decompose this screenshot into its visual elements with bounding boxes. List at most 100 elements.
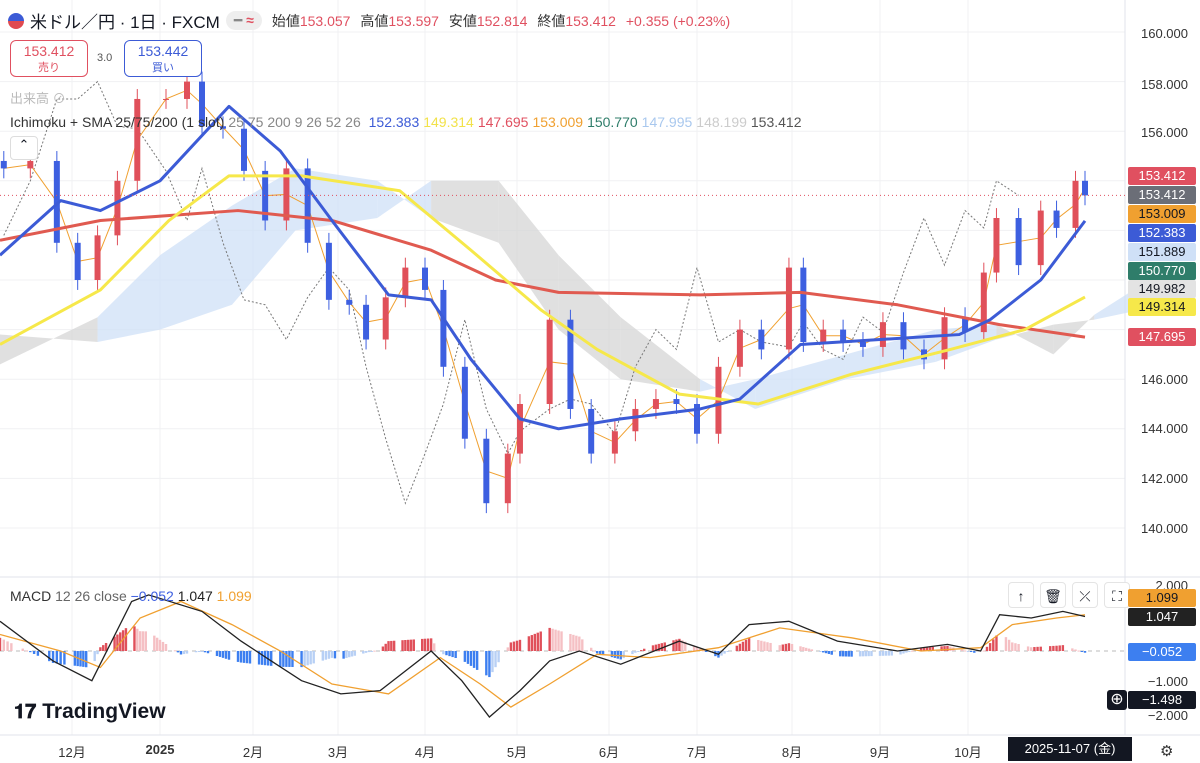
macd-histogram-bar (763, 641, 766, 651)
macd-histogram-bar (692, 646, 696, 651)
price-tag: 149.314 (1128, 298, 1196, 316)
time-axis-label: 2025 (145, 742, 175, 757)
macd-histogram-bar (766, 642, 769, 651)
price-tag: 153.009 (1128, 205, 1196, 223)
add-plus-icon[interactable]: ⊕ (1107, 690, 1127, 710)
macd-legend[interactable]: MACD 12 26 close −0.052 1.047 1.099 (10, 588, 252, 604)
time-axis-label: 5月 (506, 745, 528, 760)
time-axis-label: 4月 (414, 745, 436, 760)
macd-histogram-bar (878, 651, 882, 656)
symbol-title[interactable]: 米ドル／円 · 1日 · FXCM (30, 13, 220, 32)
macd-histogram-bar (569, 633, 572, 651)
macd-axis-label: −1.000 (1147, 674, 1188, 689)
macd-histogram-bar (847, 651, 850, 657)
macd-histogram-bar (527, 636, 531, 651)
macd-histogram-bar (533, 633, 537, 651)
candle (199, 81, 205, 127)
macd-histogram-bar (1083, 651, 1087, 653)
time-axis-label: 7月 (686, 745, 708, 760)
macd-histogram-bar (757, 640, 760, 651)
candle (758, 329, 765, 350)
legend-value: 149.314 (423, 114, 474, 130)
settings-gear-icon[interactable]: ⚙ (1160, 743, 1174, 760)
macd-histogram-bar (518, 639, 522, 651)
macd-histogram-bar (200, 651, 204, 652)
candle (900, 322, 907, 350)
macd-histogram-bar (675, 639, 678, 651)
market-status-pill[interactable]: ━ ≈ (225, 11, 262, 30)
macd-histogram-bar (55, 651, 59, 664)
macd-histogram-bar (350, 651, 354, 657)
macd-histogram-bar (327, 651, 331, 659)
eye-hidden-icon[interactable]: ⊘ (52, 91, 66, 106)
candle (325, 242, 332, 300)
ichimoku-cloud-segment (431, 180, 499, 243)
macd-histogram-bar (104, 642, 108, 651)
macd-histogram-bar (985, 646, 989, 651)
macd-histogram-bar (925, 647, 929, 651)
candle (859, 342, 866, 347)
ichimoku-cloud-segment (558, 255, 621, 380)
macd-histogram-bar (735, 645, 739, 651)
macd-histogram-bar (215, 651, 219, 657)
macd-histogram-bar (769, 642, 772, 651)
macd-histogram-bar (982, 650, 986, 652)
legend-value: 150.770 (587, 114, 638, 130)
macd-histogram-bar (116, 634, 119, 651)
macd-histogram-bar (245, 651, 249, 664)
macd-histogram-bar (420, 638, 424, 651)
macd-histogram-bar (654, 644, 658, 651)
ichimoku-cloud-segment (620, 317, 701, 392)
ichimoku-cloud-segment (232, 168, 296, 305)
price-axis-label: 156.000 (1141, 125, 1188, 140)
macd-histogram-bar (1077, 650, 1080, 652)
macd-histogram-bar (881, 651, 885, 656)
macd-histogram-bar (136, 628, 139, 651)
volume-legend[interactable]: 出来高 ⊘ (10, 91, 66, 106)
macd-histogram-bar (248, 651, 252, 664)
indicator-legend[interactable]: Ichimoku + SMA 25/75/200 (1 slot) 25 75 2… (10, 114, 802, 130)
price-tag: 149.982 (1128, 280, 1196, 298)
macd-histogram-bar (306, 651, 309, 666)
time-axis-label: 2月 (242, 745, 264, 760)
ichimoku-cloud-segment (0, 317, 98, 365)
macd-histogram-bar (747, 637, 751, 651)
macd-histogram-bar (113, 636, 116, 651)
macd-histogram-bar (466, 651, 470, 664)
candle (673, 399, 680, 404)
sell-button[interactable]: 153.412 売り (10, 40, 88, 77)
macd-histogram-bar (433, 643, 436, 651)
candle (363, 304, 370, 340)
delete-pane-icon[interactable]: 🗑 (1040, 582, 1066, 608)
move-pane-up-icon[interactable]: ↑ (1008, 582, 1034, 608)
macd-histogram-bar (173, 650, 177, 652)
tradingview-logo[interactable]: 𝟏𝟕 TradingView (14, 700, 166, 723)
price-tag: 153.412 (1128, 186, 1196, 204)
buy-button[interactable]: 153.442 買い (124, 40, 202, 77)
spread-value: 3.0 (97, 52, 113, 64)
collapse-pane-icon[interactable]: ⤫ (1072, 582, 1098, 608)
macd-histogram-bar (236, 651, 240, 662)
macd-histogram-bar (643, 648, 646, 651)
macd-histogram-bar (412, 639, 415, 651)
macd-histogram-bar (530, 635, 534, 651)
macd-hist-tag: −0.052 (1128, 643, 1196, 661)
maximize-pane-icon[interactable]: ⛶ (1104, 582, 1130, 608)
macd-histogram-bar (723, 651, 726, 654)
macd-histogram-bar (164, 644, 168, 651)
macd-histogram-bar (404, 640, 407, 651)
macd-histogram-bar (194, 651, 198, 653)
candle (1082, 180, 1088, 196)
macd-histogram-bar (631, 651, 634, 655)
macd-histogram-bar (844, 651, 848, 657)
macd-histogram-bar (390, 640, 393, 651)
macd-histogram-bar (161, 641, 165, 651)
macd-histogram-bar (1011, 642, 1014, 651)
collapse-legend-button[interactable]: ⌃ (10, 136, 38, 160)
macd-histogram-bar (451, 651, 454, 658)
macd-histogram-bar (858, 651, 862, 657)
macd-histogram-bar (827, 651, 831, 654)
candle (422, 267, 428, 290)
macd-histogram-bar (810, 649, 814, 651)
